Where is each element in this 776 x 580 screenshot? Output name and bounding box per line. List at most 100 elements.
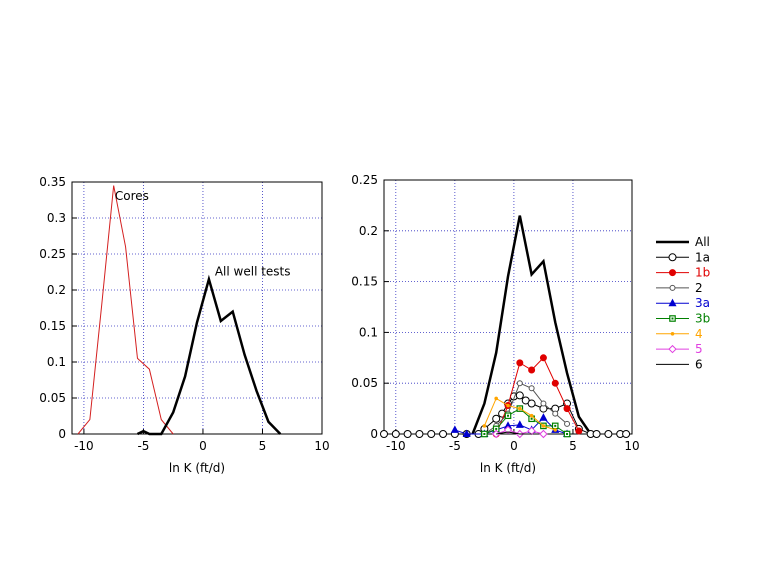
chart-2-series-1b-point bbox=[528, 366, 536, 374]
chart-1-y-tick-label: 0.3 bbox=[47, 211, 66, 225]
legend-label-1a: 1a bbox=[695, 250, 710, 264]
chart-2-series-4-point bbox=[506, 403, 510, 408]
chart-2-series-1a-point bbox=[403, 430, 412, 438]
chart-1-y-tick-label: 0.1 bbox=[47, 355, 66, 369]
chart-2-series-4-point bbox=[529, 413, 534, 418]
chart-1-series-1-line bbox=[77, 185, 174, 435]
legend-label-5: 5 bbox=[695, 342, 703, 356]
legend-marker-1b bbox=[669, 269, 676, 277]
legend-marker-3b-center bbox=[671, 317, 674, 320]
chart-1-x-tick-label: 5 bbox=[259, 439, 267, 453]
legend-label-1b: 1b bbox=[695, 266, 710, 280]
chart-2-series-1b-point bbox=[563, 405, 571, 413]
chart-1-y-tick-label: 0.2 bbox=[47, 283, 66, 297]
chart-2-series-6-line bbox=[496, 431, 532, 435]
chart-2-x-tick-label: 0 bbox=[510, 439, 518, 453]
chart-2-series-3a-point bbox=[515, 420, 524, 428]
chart-2: -10 -5 0 5 10 0 0.05 0.1 0.15 0.2 0.25 ln K (ft/d) A… bbox=[351, 173, 710, 475]
legend-marker-2 bbox=[669, 284, 676, 291]
chart-2-series-1a-point bbox=[622, 430, 631, 438]
chart-2-series-4-point bbox=[494, 396, 498, 401]
chart-1-y-tick-label: 0 bbox=[58, 427, 66, 441]
chart-2-series-3b-point-center bbox=[530, 417, 533, 420]
chart-2-series-4-point bbox=[541, 424, 546, 428]
chart-2-series-1b-point bbox=[516, 359, 524, 367]
chart-2-series-1a-point bbox=[592, 430, 601, 438]
chart-2-series-2-point bbox=[540, 400, 547, 407]
chart-2-series-5-point bbox=[539, 429, 548, 439]
chart-1-series-2-line bbox=[136, 274, 282, 436]
chart-2-series-4-point bbox=[553, 428, 558, 432]
chart-2-series-3a-point bbox=[462, 429, 471, 437]
chart-2-y-tick-label: 0.1 bbox=[359, 325, 378, 339]
chart-2-series-3b-point-center bbox=[483, 433, 486, 435]
chart-2-series-1a-point bbox=[439, 430, 448, 438]
chart-2-series-1a bbox=[380, 391, 631, 438]
chart-1-x-tick-label: 10 bbox=[314, 439, 329, 453]
chart-1-annotation: Cores bbox=[115, 189, 149, 203]
chart-2-series-1b-point bbox=[551, 379, 559, 387]
chart-2-series-3b-point-center bbox=[507, 414, 509, 417]
chart-2-series-4-point bbox=[482, 424, 487, 428]
chart-1: -10 -5 0 5 10 0 0.05 0.1 0.15 0.2 0.25 0.3 0.35 ln K … bbox=[39, 175, 329, 475]
chart-2-series-1a-point bbox=[604, 430, 613, 438]
chart-1-x-tick-label: -5 bbox=[137, 439, 149, 453]
chart-2-y-tick-label: 0 bbox=[370, 427, 378, 441]
legend-label-3b: 3b bbox=[695, 312, 710, 326]
chart-1-y-tick-label: 0.05 bbox=[39, 391, 66, 405]
chart-1-x-tick-label: -10 bbox=[74, 439, 94, 453]
legend-label-2: 2 bbox=[695, 281, 703, 295]
chart-2-y-tick-label: 0.25 bbox=[351, 173, 378, 187]
chart-2-x-axis-title: ln K (ft/d) bbox=[480, 461, 536, 475]
chart-2-series-3a-point bbox=[539, 413, 548, 421]
chart-2-x-tick-label: -10 bbox=[386, 439, 406, 453]
chart-2-series-1a-point bbox=[515, 391, 524, 400]
chart-1-x-axis-title: ln K (ft/d) bbox=[169, 461, 225, 475]
chart-2-series-3b-point-center bbox=[566, 433, 569, 435]
chart-2-series-all-line bbox=[471, 215, 592, 435]
chart-2-series-2-point bbox=[552, 410, 559, 417]
chart-1-frame bbox=[71, 181, 323, 435]
chart-1-y-tick-label: 0.15 bbox=[39, 319, 66, 333]
chart-1-series-1 bbox=[77, 185, 174, 435]
chart-1-y-tick-label: 0.25 bbox=[39, 247, 66, 261]
legend-marker-4 bbox=[670, 332, 675, 336]
chart-2-series-1a-point bbox=[492, 414, 501, 423]
chart-2-y-tick-label: 0.05 bbox=[351, 376, 378, 390]
legend-label-All: All bbox=[695, 235, 710, 249]
chart-2-series-1a-point bbox=[415, 430, 424, 438]
chart-2-series-4-point bbox=[518, 406, 522, 411]
legend-marker-3a bbox=[668, 298, 677, 307]
chart-2-series-4 bbox=[482, 396, 558, 432]
legend-marker-1a bbox=[668, 253, 677, 262]
chart-2-series-1a-point bbox=[527, 399, 536, 408]
chart-2-series-all bbox=[471, 215, 592, 435]
legend-label-6: 6 bbox=[695, 357, 703, 371]
chart-2-series-5-point bbox=[503, 425, 513, 435]
chart-2-series-3a-line bbox=[454, 417, 568, 435]
chart-2-series-1b-point bbox=[575, 427, 583, 435]
legend-marker-5 bbox=[668, 344, 677, 354]
chart-2-y-tick-label: 0.15 bbox=[351, 275, 378, 289]
chart-2-series-1b-line bbox=[495, 356, 580, 435]
chart-2-x-tick-label: -5 bbox=[449, 439, 461, 453]
chart-2-series-3a-point bbox=[450, 425, 459, 433]
chart-2-frame bbox=[383, 179, 633, 435]
chart-2-series-1b-point bbox=[539, 354, 547, 362]
chart-1-x-tick-label: 0 bbox=[199, 439, 207, 453]
chart-2-series-2-point bbox=[528, 385, 535, 392]
legend-label-4: 4 bbox=[695, 327, 703, 341]
chart-1-y-tick-label: 0.35 bbox=[39, 175, 66, 189]
legend-label-3a: 3a bbox=[695, 296, 710, 310]
chart-2-series-1a-point bbox=[391, 430, 400, 438]
chart-1-annotation: All well tests bbox=[215, 265, 291, 279]
chart-2-series-2-point bbox=[564, 420, 571, 427]
chart-2-series-3b-point-center bbox=[495, 427, 498, 430]
chart-1-series-2 bbox=[136, 274, 282, 436]
chart-2-series-1a-point bbox=[427, 430, 436, 438]
chart-2-x-tick-label: 5 bbox=[569, 439, 577, 453]
chart-2-y-tick-label: 0.2 bbox=[359, 224, 378, 238]
chart-2-series-6 bbox=[496, 431, 532, 435]
